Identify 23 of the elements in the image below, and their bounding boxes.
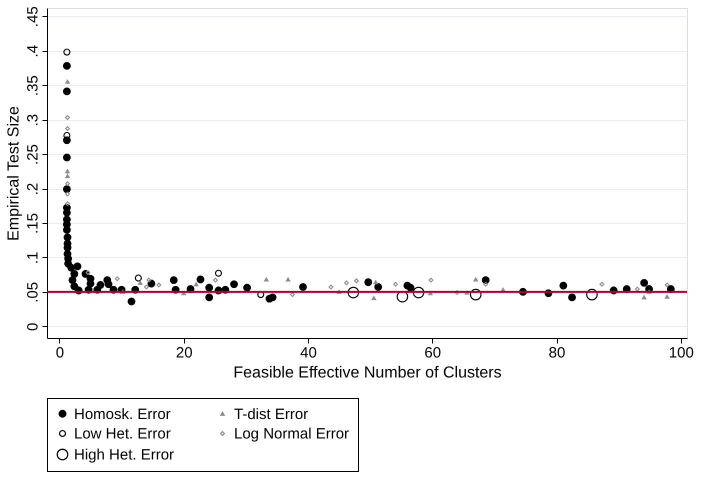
legend-label: Log Normal Error bbox=[234, 426, 350, 442]
x-tick-label: 100 bbox=[668, 344, 694, 362]
x-tick-label: 80 bbox=[548, 344, 566, 362]
x-tick-label: 0 bbox=[56, 344, 64, 362]
legend-label: T-dist Error bbox=[234, 406, 308, 423]
y-tick-label: .1 bbox=[24, 252, 42, 264]
x-tick-label: 20 bbox=[176, 344, 193, 362]
legend-label: Low Het. Error bbox=[74, 426, 171, 442]
y-tick-label: .25 bbox=[24, 144, 42, 165]
x-axis-title: Feasible Effective Number of Clusters bbox=[233, 364, 502, 382]
y-tick-label: .05 bbox=[24, 282, 42, 303]
legend-label: Homosk. Error bbox=[74, 406, 171, 423]
y-tick-label: .15 bbox=[24, 213, 42, 234]
y-axis-title: Empirical Test Size bbox=[6, 106, 22, 241]
y-tick-label: .2 bbox=[24, 182, 42, 196]
legend-label: High Het. Error bbox=[74, 446, 174, 464]
y-tick-label: .4 bbox=[24, 44, 42, 58]
y-tick-label: 0 bbox=[24, 322, 42, 331]
y-tick-label: .3 bbox=[24, 114, 42, 126]
x-tick-label: 60 bbox=[424, 344, 442, 362]
y-tick-label: .45 bbox=[24, 6, 42, 28]
x-tick-label: 40 bbox=[300, 344, 317, 362]
y-tick-label: .35 bbox=[24, 75, 42, 96]
